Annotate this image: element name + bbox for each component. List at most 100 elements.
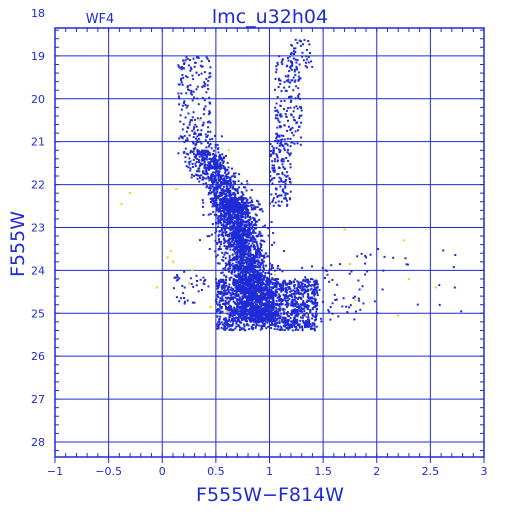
- star-point: [290, 44, 293, 47]
- star-point: [250, 237, 253, 240]
- star-point: [303, 304, 306, 306]
- star-point: [205, 166, 208, 169]
- star-point: [196, 177, 199, 180]
- star-point: [224, 296, 227, 299]
- star-point: [253, 217, 256, 220]
- star-point: [287, 107, 290, 110]
- star-point: [213, 213, 216, 216]
- star-point: [190, 68, 193, 71]
- star-point: [265, 314, 268, 317]
- star-point: [203, 154, 206, 157]
- star-point: [239, 313, 242, 316]
- star-point: [252, 262, 255, 264]
- star-point: [297, 312, 300, 315]
- star-point: [275, 137, 278, 140]
- star-point: [307, 324, 310, 327]
- data-points: [120, 38, 463, 332]
- star-point: [274, 316, 277, 318]
- star-point: [237, 255, 240, 258]
- star-point: [243, 243, 246, 245]
- star-point: [241, 304, 244, 307]
- star-point: [237, 211, 240, 213]
- star-point: [275, 153, 278, 156]
- star-point: [273, 160, 276, 163]
- star-point: [245, 323, 248, 326]
- star-point: [253, 255, 256, 258]
- star-point: [238, 217, 241, 220]
- star-point: [329, 306, 332, 308]
- star-point: [259, 315, 262, 318]
- star-point: [311, 313, 314, 316]
- star-point: [229, 177, 232, 179]
- star-point: [234, 265, 237, 268]
- star-point: [232, 201, 235, 204]
- star-point: [265, 306, 268, 309]
- star-point: [232, 172, 235, 175]
- star-point: [214, 231, 217, 234]
- star-point: [236, 208, 238, 211]
- star-point: [296, 301, 298, 304]
- star-point: [285, 175, 288, 178]
- star-point: [175, 296, 178, 299]
- star-point: [364, 262, 367, 265]
- star-point: [193, 96, 195, 99]
- star-point: [245, 248, 248, 251]
- star-point: [279, 139, 282, 142]
- star-point: [291, 313, 294, 316]
- star-point: [193, 118, 196, 121]
- star-point: [256, 275, 259, 278]
- star-point: [210, 164, 213, 167]
- star-point: [233, 225, 236, 227]
- star-point: [286, 319, 289, 322]
- star-point: [305, 49, 308, 51]
- star-point: [229, 186, 232, 189]
- star-point: [289, 178, 292, 181]
- star-point: [292, 47, 295, 50]
- star-point: [222, 198, 225, 200]
- star-point: [246, 265, 249, 268]
- star-point: [276, 114, 279, 117]
- star-point: [253, 265, 256, 267]
- star-point: [200, 289, 203, 291]
- star-point: [186, 76, 189, 79]
- star-point: [265, 264, 267, 267]
- star-point: [237, 289, 240, 292]
- star-point: [178, 103, 181, 106]
- star-point: [197, 137, 200, 140]
- star-point: [217, 290, 219, 293]
- star-point: [190, 90, 193, 92]
- star-point: [197, 103, 200, 106]
- star-point: [208, 179, 211, 182]
- star-point: [282, 285, 285, 287]
- star-point: [250, 287, 253, 290]
- star-point: [273, 328, 276, 331]
- star-point: [202, 276, 205, 279]
- star-point: [239, 206, 242, 209]
- star-point: [208, 186, 211, 189]
- star-point: [216, 190, 219, 193]
- star-point: [292, 321, 295, 324]
- star-point: [263, 316, 266, 319]
- star-point: [241, 247, 244, 250]
- star-point: [246, 292, 249, 294]
- star-point: [277, 281, 280, 284]
- star-point: [223, 217, 226, 220]
- star-point: [285, 295, 287, 298]
- star-point: [190, 176, 193, 179]
- star-point: [223, 156, 226, 159]
- star-point: [261, 316, 264, 319]
- star-point: [299, 285, 302, 288]
- star-point: [252, 297, 255, 300]
- star-point: [260, 316, 262, 319]
- star-point: [178, 137, 181, 140]
- star-point: [276, 282, 279, 285]
- star-point: [274, 294, 277, 297]
- star-point: [223, 198, 226, 201]
- star-point: [284, 113, 287, 116]
- star-point: [243, 202, 246, 205]
- star-point: [321, 266, 324, 269]
- star-point: [215, 198, 217, 201]
- star-point: [271, 322, 273, 324]
- star-point: [270, 292, 273, 295]
- star-point: [227, 323, 230, 325]
